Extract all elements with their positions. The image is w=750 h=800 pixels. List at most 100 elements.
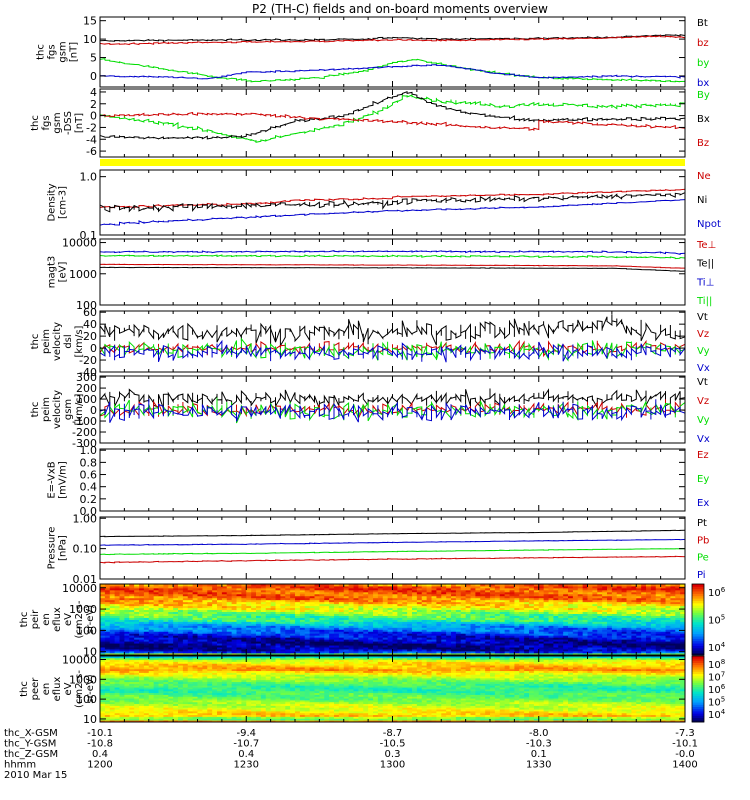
heatmap-cell [670, 649, 676, 652]
heatmap-cell [226, 625, 233, 628]
heatmap-cell [265, 647, 272, 650]
heatmap-cell [173, 647, 179, 650]
heatmap-cell [655, 653, 662, 656]
heatmap-cell [607, 591, 613, 595]
heatmap-cell [226, 651, 233, 654]
heatmap-cell [338, 589, 345, 593]
heatmap-cell [134, 625, 140, 628]
heatmap-cell [597, 605, 603, 609]
legend-label: Ti|| [696, 296, 712, 307]
heatmap-cell [626, 623, 632, 626]
heatmap-cell [270, 653, 276, 656]
heatmap-cell [529, 615, 535, 618]
heatmap-cell [499, 627, 506, 630]
heatmap-cell [597, 611, 603, 614]
heatmap-cell [553, 647, 559, 650]
heatmap-cell [465, 617, 471, 620]
heatmap-cell [631, 651, 637, 654]
heatmap-cell [631, 584, 637, 587]
heatmap-cell [455, 637, 462, 640]
heatmap-cell [494, 653, 501, 656]
heatmap-cell [304, 595, 311, 599]
heatmap-cell [134, 633, 140, 636]
heatmap-cell [509, 627, 515, 630]
heatmap-cell [646, 619, 652, 622]
heatmap-cell [446, 633, 452, 636]
heatmap-cell [309, 595, 315, 599]
heatmap-cell [592, 603, 598, 607]
heatmap-cell [309, 613, 315, 616]
heatmap-cell [577, 635, 584, 638]
heatmap-cell [568, 625, 574, 628]
heatmap-cell [587, 653, 593, 656]
heatmap-cell [260, 611, 267, 614]
heatmap-cell [212, 623, 218, 626]
heatmap-cell [499, 611, 506, 614]
heatmap-cell [163, 589, 169, 593]
heatmap-cell [343, 647, 350, 650]
heatmap-cell [402, 617, 408, 620]
colorbar-swatch [692, 591, 704, 594]
heatmap-cell [602, 587, 608, 591]
heatmap-cell [587, 619, 593, 622]
heatmap-cell [275, 625, 281, 628]
heatmap-cell [246, 584, 252, 587]
heatmap-cell [368, 635, 374, 638]
heatmap-cell [621, 613, 627, 616]
heatmap-cell [134, 619, 140, 622]
heatmap-cell [514, 615, 520, 618]
heatmap-cell [407, 609, 413, 613]
heatmap-cell [153, 625, 159, 628]
heatmap-cell [568, 627, 574, 630]
heatmap-cell [241, 599, 247, 603]
heatmap-cell [143, 611, 150, 614]
heatmap-cell [114, 601, 120, 605]
heatmap-cell [446, 607, 452, 611]
heatmap-cell [329, 643, 335, 646]
heatmap-cell [251, 639, 257, 642]
heatmap-cell [100, 603, 106, 607]
heatmap-cell [587, 629, 593, 632]
heatmap-cell [173, 591, 179, 595]
heatmap-cell [212, 649, 218, 652]
heatmap-cell [285, 639, 291, 642]
heatmap-cell [124, 617, 130, 620]
heatmap-cell [260, 593, 267, 597]
heatmap-cell [675, 593, 681, 597]
heatmap-cell [607, 625, 613, 628]
heatmap-cell [148, 585, 155, 589]
heatmap-cell [299, 593, 306, 597]
heatmap-cell [260, 637, 267, 640]
panel-frame [99, 448, 686, 512]
heatmap-cell [226, 653, 233, 656]
heatmap-cell [470, 585, 476, 589]
heatmap-cell [212, 585, 218, 589]
heatmap-cell [368, 629, 374, 632]
heatmap-cell [475, 639, 481, 642]
heatmap-cell [148, 647, 155, 650]
heatmap-cell [104, 605, 111, 609]
heatmap-cell [290, 601, 296, 605]
heatmap-cell [377, 633, 384, 636]
heatmap-cell [616, 643, 623, 646]
heatmap-cell [529, 595, 535, 599]
heatmap-cell [577, 639, 584, 642]
heatmap-cell [338, 615, 345, 618]
heatmap-cell [104, 613, 111, 616]
heatmap-cell [597, 617, 603, 620]
heatmap-cell [295, 625, 301, 628]
heatmap-cell [187, 615, 194, 618]
heatmap-cell [660, 587, 666, 591]
heatmap-cell [299, 651, 306, 654]
heatmap-cell [387, 641, 393, 644]
heatmap-cell [348, 585, 354, 589]
heatmap-cell [348, 589, 354, 593]
heatmap-cell [143, 587, 150, 591]
heatmap-cell [324, 625, 330, 628]
heatmap-cell [446, 649, 452, 652]
heatmap-cell [616, 615, 623, 618]
heatmap-cell [285, 651, 291, 654]
heatmap-cell [465, 637, 471, 640]
heatmap-cell [134, 589, 140, 593]
